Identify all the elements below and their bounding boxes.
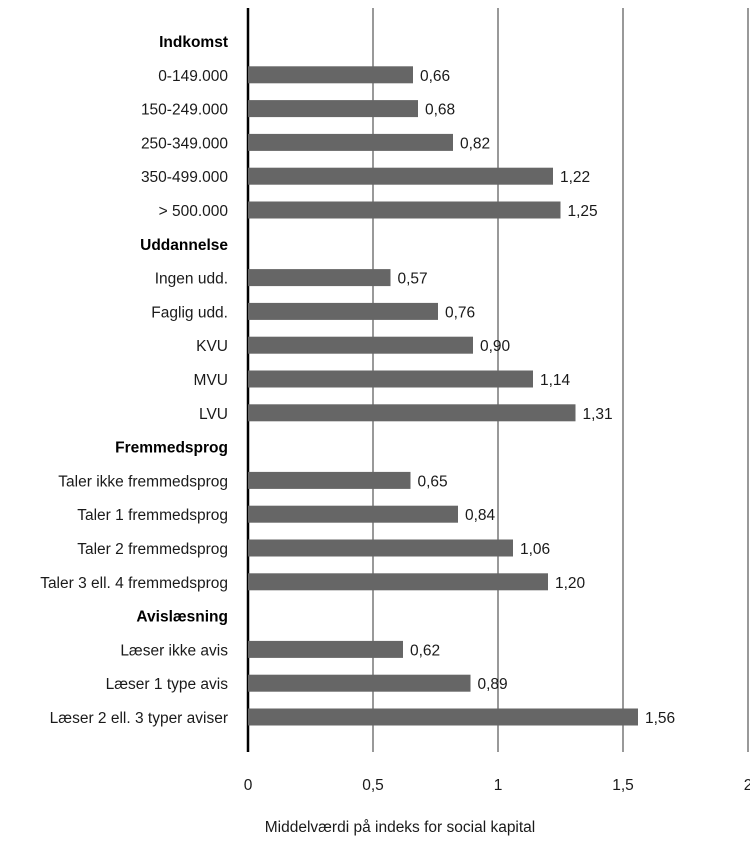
bar <box>248 675 471 692</box>
data-label: 0,82 <box>460 135 490 152</box>
x-tick-label: 1 <box>494 777 503 794</box>
value-labels: 0,66 0,68 0,82 1,22 1,25 0,57 0,76 0,90 1,14 1,31… <box>398 68 676 727</box>
bar <box>248 303 438 320</box>
category-label: LVU <box>199 406 228 423</box>
x-tick-label: 0,5 <box>362 777 384 794</box>
data-label: 0,65 <box>418 473 448 490</box>
x-tick-label: 0 <box>244 777 253 794</box>
bar <box>248 337 473 354</box>
category-label: 150-249.000 <box>141 102 228 119</box>
x-tick-label: 1,5 <box>612 777 634 794</box>
bar <box>248 371 533 388</box>
category-label: Taler 3 ell. 4 fremmedsprog <box>40 575 228 592</box>
bar <box>248 168 553 185</box>
x-tick-label: 2 <box>744 777 750 794</box>
bar <box>248 134 453 151</box>
bar <box>248 573 548 590</box>
data-label: 1,06 <box>520 541 550 558</box>
data-label: 1,22 <box>560 169 590 186</box>
group-label: Uddannelse <box>140 237 228 254</box>
data-label: 0,68 <box>425 102 455 119</box>
bar <box>248 506 458 523</box>
category-label: KVU <box>196 338 228 355</box>
bar <box>248 66 413 83</box>
category-label: Taler 2 fremmedsprog <box>77 541 228 558</box>
category-label: > 500.000 <box>159 203 229 220</box>
data-label: 1,25 <box>568 203 598 220</box>
category-label: Taler 1 fremmedsprog <box>77 507 228 524</box>
data-label: 0,66 <box>420 68 450 85</box>
data-label: 0,90 <box>480 338 511 355</box>
bar <box>248 472 411 489</box>
category-label: MVU <box>194 372 228 389</box>
category-label: Læser ikke avis <box>120 642 228 659</box>
category-label: Læser 2 ell. 3 typer aviser <box>50 710 228 727</box>
category-label: Ingen udd. <box>155 271 228 288</box>
group-label: Avislæsning <box>136 609 228 626</box>
data-label: 0,62 <box>410 642 440 659</box>
data-label: 1,56 <box>645 710 675 727</box>
category-label: Taler ikke fremmedsprog <box>58 473 228 490</box>
bars <box>248 66 638 725</box>
category-label: 350-499.000 <box>141 169 228 186</box>
category-label: 250-349.000 <box>141 135 228 152</box>
group-label: Indkomst <box>159 34 228 51</box>
data-label: 1,20 <box>555 575 586 592</box>
category-labels: Indkomst 0-149.000 150-249.000 250-349.000 3… <box>40 34 228 727</box>
bar <box>248 540 513 557</box>
data-label: 0,84 <box>465 507 496 524</box>
bar <box>248 709 638 726</box>
data-label: 1,14 <box>540 372 571 389</box>
bar <box>248 404 576 421</box>
data-label: 0,57 <box>398 271 428 288</box>
category-label: Læser 1 type avis <box>106 676 229 693</box>
bar <box>248 100 418 117</box>
bar <box>248 269 391 286</box>
bar <box>248 202 561 219</box>
x-axis-title: Middelværdi på indeks for social kapital <box>265 819 536 836</box>
category-label: 0-149.000 <box>158 68 228 85</box>
category-label: Faglig udd. <box>151 304 228 321</box>
bar <box>248 641 403 658</box>
data-label: 1,31 <box>583 406 613 423</box>
group-label: Fremmedsprog <box>115 440 228 457</box>
data-label: 0,89 <box>478 676 508 693</box>
data-label: 0,76 <box>445 304 475 321</box>
x-axis-ticks: 0 0,5 1 1,5 2 <box>244 777 750 794</box>
